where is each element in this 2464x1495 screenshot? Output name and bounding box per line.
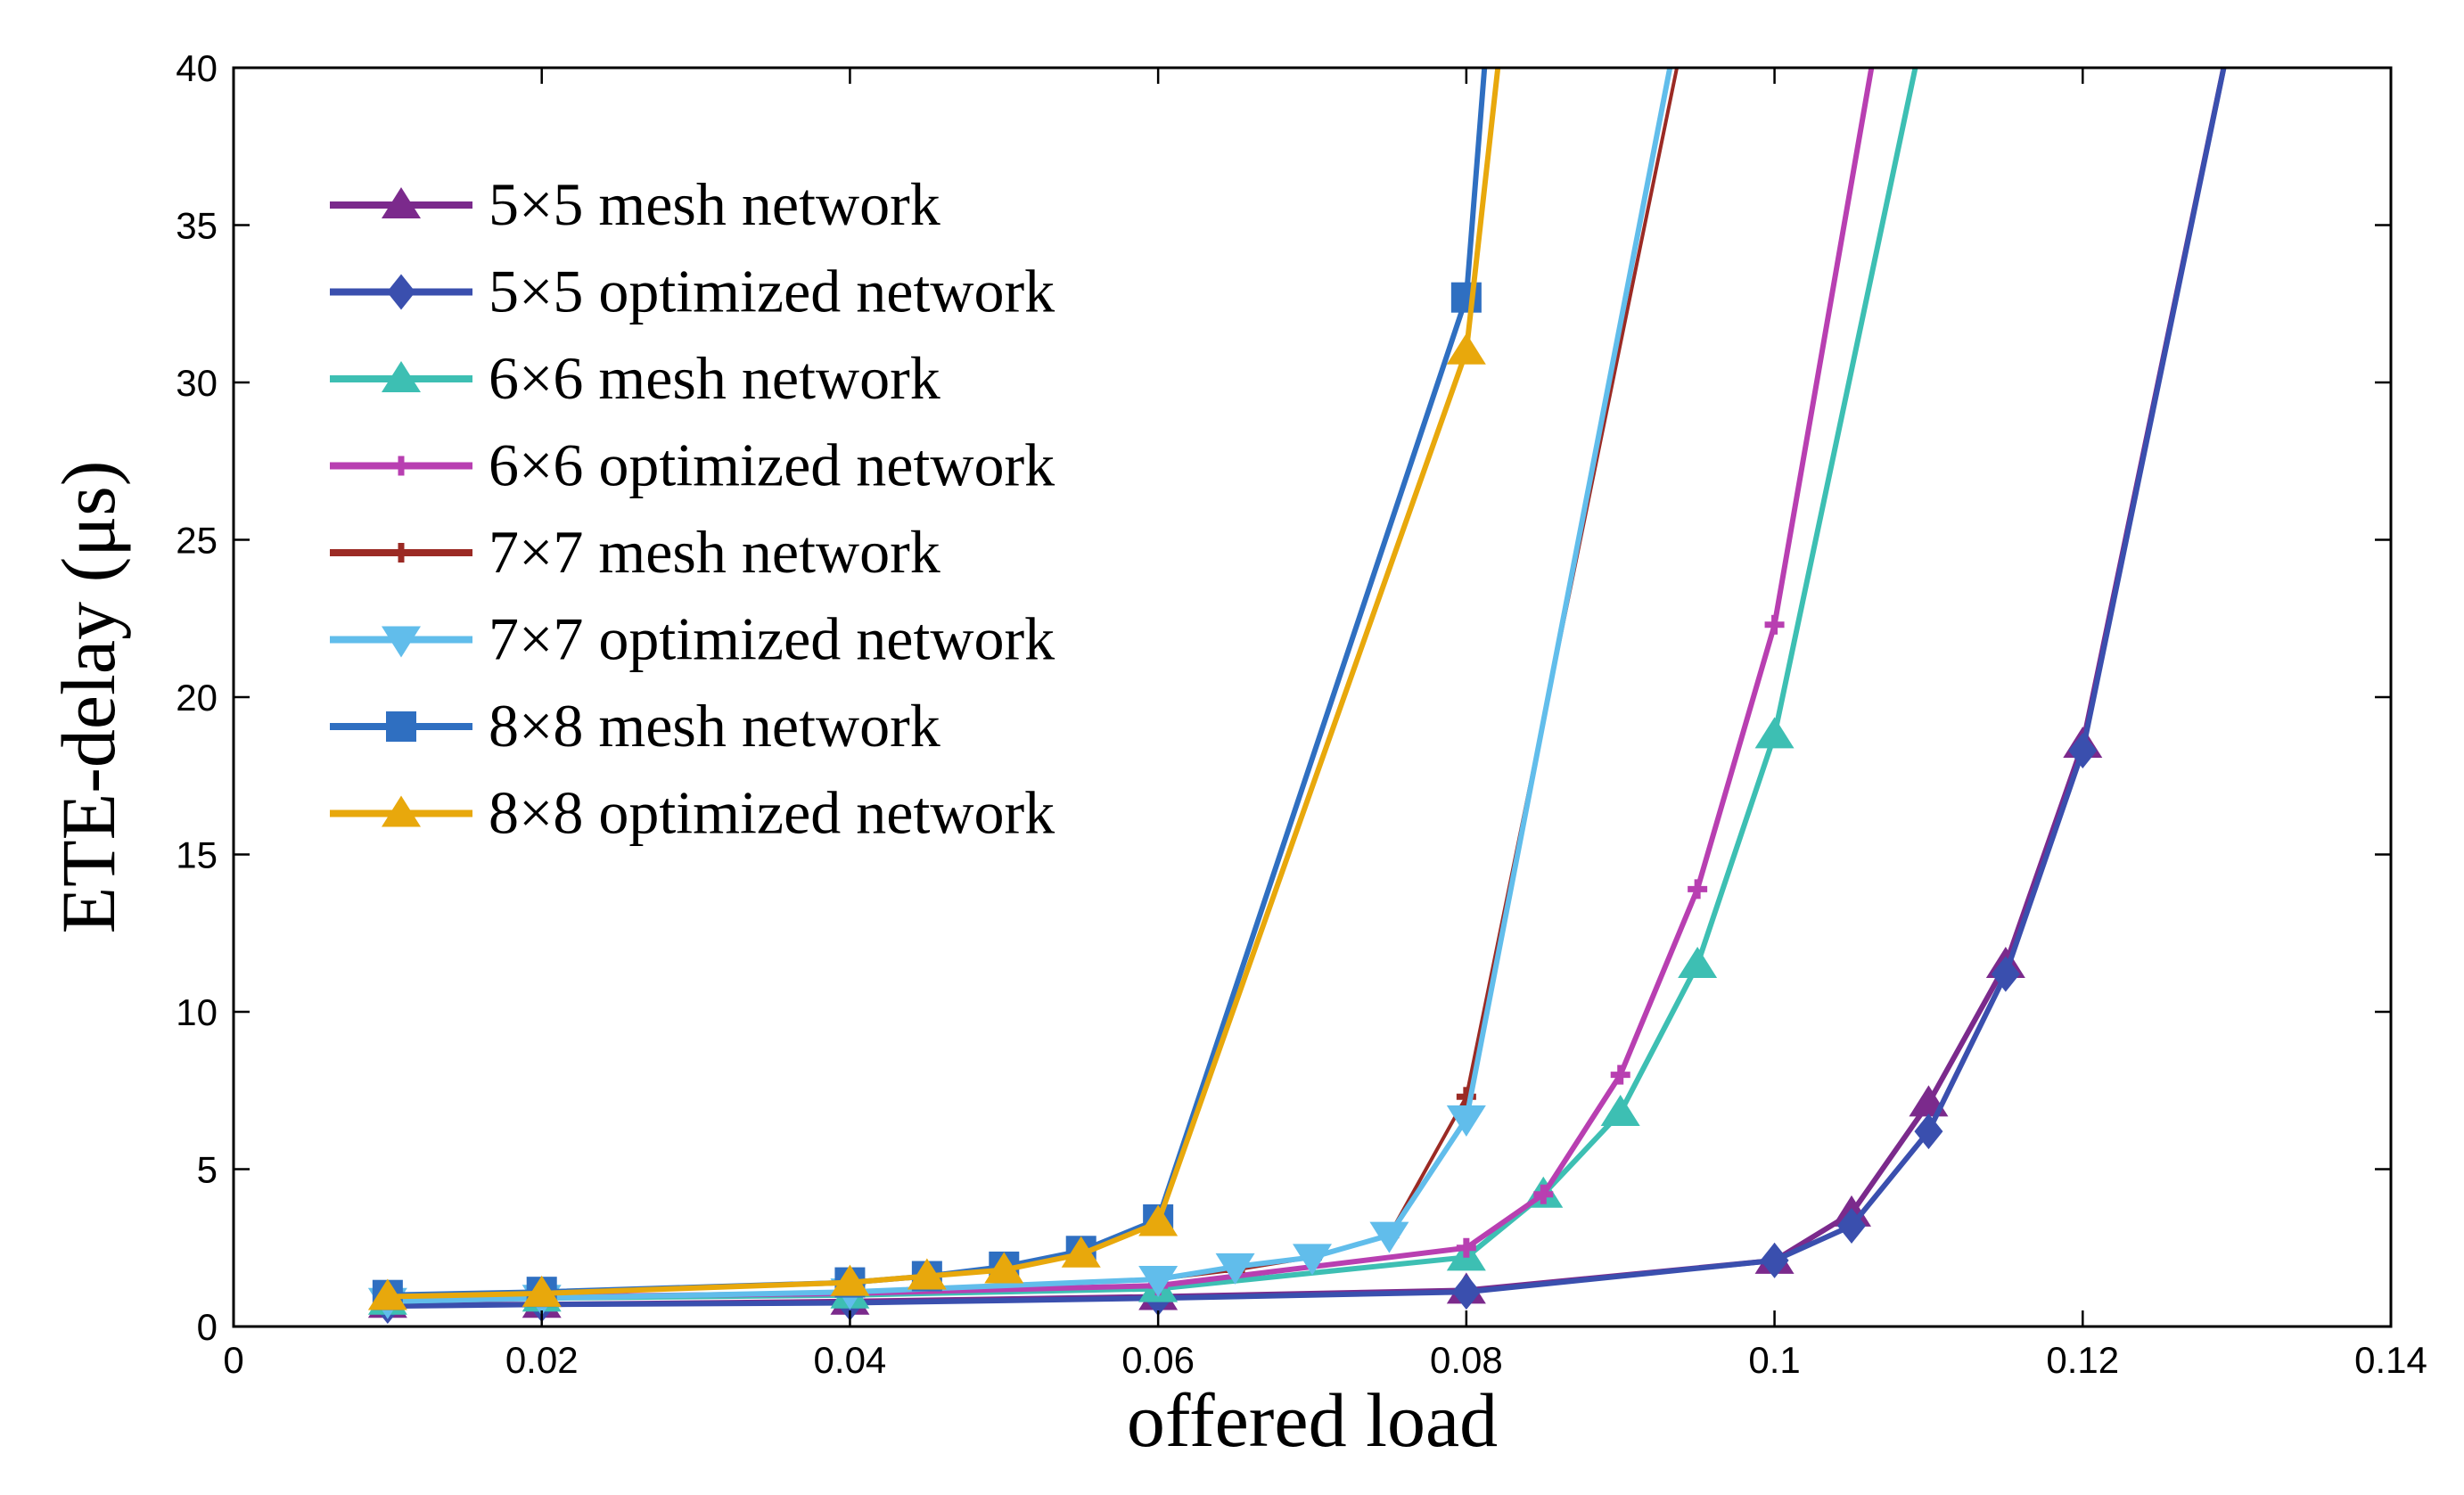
data-point-8x8-optimized-network-5 — [1061, 1236, 1101, 1268]
legend-label-5x5-optimized-network: 5×5 optimized network — [489, 258, 1055, 325]
y-tick-label: 20 — [176, 677, 218, 719]
x-axis-title: offered load — [1127, 1377, 1498, 1463]
y-tick-label: 5 — [197, 1149, 218, 1191]
legend-label-6x6-mesh-network: 6×6 mesh network — [489, 344, 940, 412]
legend-item-7x7-optimized-network: 7×7 optimized network — [330, 605, 1055, 673]
x-tick-label: 0.06 — [1121, 1339, 1195, 1381]
legend-item-5x5-mesh-network: 5×5 mesh network — [330, 170, 940, 238]
legend-item-6x6-mesh-network: 6×6 mesh network — [330, 344, 940, 412]
data-point-6x6-optimized-network-8 — [1764, 614, 1785, 635]
data-point-5x5-optimized-network-9 — [2068, 733, 2098, 769]
y-tick-label: 15 — [176, 834, 218, 876]
data-point-8x8-optimized-network-4 — [984, 1252, 1024, 1284]
legend-item-7x7-mesh-network: 7×7 mesh network — [330, 518, 940, 586]
legend-marker-7x7-optimized-network — [382, 626, 421, 658]
legend-label-8x8-optimized-network: 8×8 optimized network — [489, 779, 1055, 847]
legend-item-8x8-optimized-network: 8×8 optimized network — [330, 779, 1055, 847]
legend-marker-8x8-optimized-network — [382, 795, 421, 827]
data-point-6x6-mesh-network-6 — [1600, 1094, 1640, 1126]
y-tick-label: 25 — [176, 520, 218, 562]
y-tick-label: 10 — [176, 991, 218, 1033]
data-point-5x5-optimized-network-4 — [1451, 1274, 1481, 1310]
data-point-6x6-optimized-network-6 — [1610, 1064, 1630, 1085]
legend-marker-6x6-optimized-network — [391, 456, 411, 476]
data-point-5x5-optimized-network-6 — [1837, 1208, 1866, 1244]
y-tick-label: 30 — [176, 362, 218, 404]
y-tick-label: 35 — [176, 205, 218, 247]
y-axis-title: ETE-delay (μs) — [45, 461, 131, 934]
legend-item-6x6-optimized-network: 6×6 optimized network — [330, 431, 1055, 499]
x-tick-label: 0.12 — [2046, 1339, 2119, 1381]
plot-area — [367, 68, 2227, 1325]
x-tick-label: 0 — [223, 1339, 243, 1381]
legend: 5×5 mesh network 5×5 optimized network 6×6… — [330, 170, 1055, 847]
data-point-6x6-mesh-network-7 — [1678, 947, 1718, 979]
data-point-6x6-optimized-network-4 — [1456, 1237, 1476, 1258]
axes: 0 0.02 0.04 0.06 0.08 0.1 0.12 0.14 0 5 10 15 20 25 30… — [176, 47, 2427, 1381]
data-point-7x7-optimized-network-5 — [1293, 1244, 1332, 1276]
y-tick-label: 40 — [176, 47, 218, 89]
x-tick-label: 0.1 — [1748, 1339, 1800, 1381]
data-point-8x8-optimized-network-7 — [1446, 333, 1486, 365]
x-tick-label: 0.14 — [2354, 1339, 2427, 1381]
data-point-7x7-optimized-network-3 — [1138, 1266, 1179, 1298]
data-point-8x8-optimized-network-2 — [830, 1264, 870, 1296]
legend-item-8x8-mesh-network: 8×8 mesh network — [330, 692, 940, 760]
data-point-6x6-optimized-network-7 — [1688, 879, 1708, 899]
x-tick-label: 0.08 — [1430, 1339, 1503, 1381]
legend-marker-7x7-mesh-network — [391, 543, 411, 563]
data-point-6x6-mesh-network-8 — [1754, 717, 1795, 749]
legend-marker-6x6-mesh-network — [382, 361, 421, 392]
x-tick-label: 0.04 — [814, 1339, 887, 1381]
series-8x8-optimized-network — [367, 68, 1501, 1310]
data-point-8x8-optimized-network-6 — [1138, 1204, 1179, 1236]
legend-label-6x6-optimized-network: 6×6 optimized network — [489, 431, 1055, 499]
legend-label-8x8-mesh-network: 8×8 mesh network — [489, 692, 940, 760]
legend-label-7x7-mesh-network: 7×7 mesh network — [489, 518, 940, 586]
data-point-8x8-optimized-network-1 — [522, 1275, 562, 1307]
legend-marker-8x8-mesh-network — [386, 711, 416, 742]
data-point-7x7-optimized-network-6 — [1369, 1221, 1409, 1253]
legend-label-7x7-optimized-network: 7×7 optimized network — [489, 605, 1055, 673]
legend-item-5x5-optimized-network: 5×5 optimized network — [330, 258, 1055, 325]
x-tick-label: 0.02 — [505, 1339, 579, 1381]
legend-marker-5x5-mesh-network — [382, 187, 421, 218]
data-point-7x7-optimized-network-4 — [1215, 1253, 1255, 1285]
data-point-6x6-optimized-network-5 — [1533, 1184, 1554, 1204]
legend-marker-5x5-optimized-network — [387, 274, 415, 310]
data-point-8x8-mesh-network-7 — [1450, 282, 1482, 313]
data-point-5x5-optimized-network-5 — [1760, 1242, 1789, 1278]
data-point-5x5-optimized-network-7 — [1914, 1113, 1943, 1150]
y-tick-label: 0 — [197, 1306, 218, 1348]
data-point-8x8-optimized-network-3 — [907, 1258, 947, 1290]
data-point-8x8-optimized-network-0 — [367, 1278, 407, 1310]
data-point-7x7-optimized-network-7 — [1446, 1105, 1486, 1138]
data-point-5x5-optimized-network-8 — [1991, 956, 2020, 992]
legend-label-5x5-mesh-network: 5×5 mesh network — [489, 170, 940, 238]
